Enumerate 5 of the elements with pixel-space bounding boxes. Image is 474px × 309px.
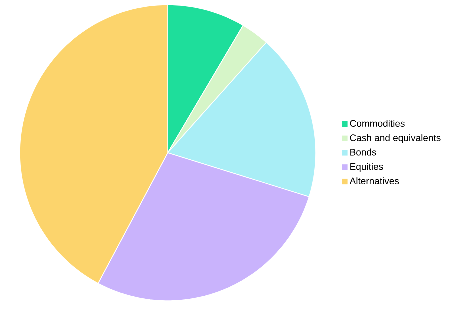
legend-label: Alternatives	[350, 178, 400, 185]
legend-label: Equities	[350, 163, 384, 172]
legend-label: Commodities	[350, 120, 405, 128]
legend-label: Bonds	[350, 148, 376, 156]
legend-label: Cash and equivalents	[350, 134, 441, 144]
